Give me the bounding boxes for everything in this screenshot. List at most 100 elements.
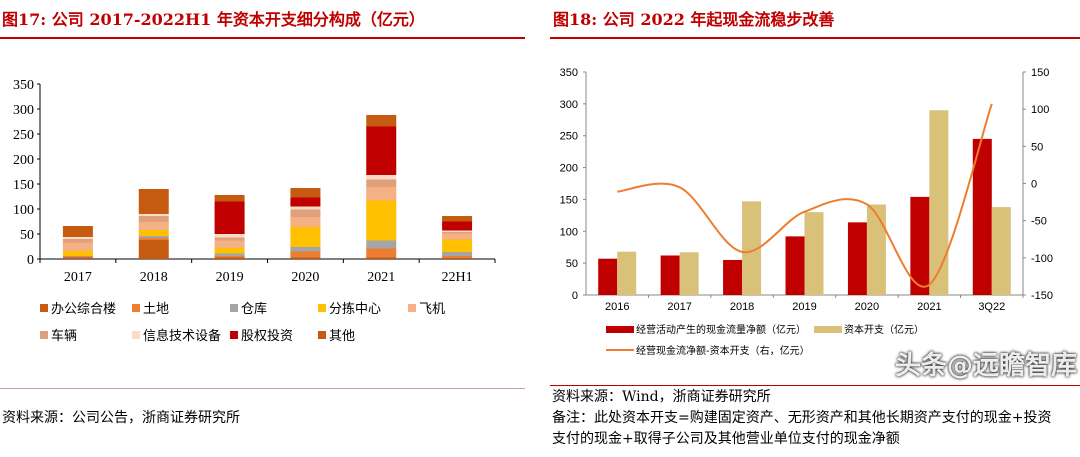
left-bar-segment	[366, 200, 397, 241]
right-y2-tick-label: 100	[1031, 104, 1049, 116]
left-y-tick-label: 50	[20, 228, 34, 243]
right-x-tick-label: 3Q22	[978, 301, 1005, 313]
left-bar-segment	[442, 232, 473, 234]
left-bar-segment	[62, 239, 93, 243]
left-bar-segment	[214, 256, 245, 258]
right-x-tick-label: 2019	[792, 301, 816, 313]
right-bar	[723, 259, 743, 295]
left-bar-segment	[290, 251, 321, 258]
left-y-tick-label: 300	[13, 103, 34, 118]
right-bar	[742, 201, 762, 295]
right-y-tick-label: 250	[560, 131, 578, 143]
right-x-tick-label: 2018	[730, 301, 754, 313]
left-bar-segment	[366, 126, 397, 175]
left-bar-segment	[138, 240, 169, 259]
left-legend-label: 仓库	[241, 301, 267, 317]
left-bar-segment	[366, 248, 397, 258]
left-bar-segment	[214, 195, 245, 202]
right-note: 备注：此处资本开支=购建固定资产、无形资产和其他长期资产支付的现金+投资支付的现…	[552, 410, 1052, 447]
left-bar-segment	[290, 227, 321, 247]
left-bar-segment	[290, 206, 321, 210]
left-legend-swatch	[318, 304, 326, 312]
left-bar-segment	[290, 197, 321, 207]
right-y-tick-label: 50	[566, 258, 578, 270]
left-bar-segment	[442, 239, 473, 252]
left-y-tick-label: 100	[13, 203, 34, 218]
right-y-tick-label: 200	[560, 163, 578, 175]
left-bar-segment	[214, 253, 245, 256]
left-bar-segment	[62, 226, 93, 237]
left-bar-segment	[62, 256, 93, 257]
left-bar-segment	[214, 201, 245, 234]
left-legend-label: 其他	[329, 329, 355, 344]
left-bar-segment	[138, 214, 169, 216]
left-legend-label: 车辆	[51, 328, 77, 344]
right-x-tick-label: 2020	[855, 301, 879, 313]
left-bar-segment	[138, 236, 169, 238]
left-bar-segment	[138, 238, 169, 240]
left-x-tick-label: 2018	[140, 270, 168, 285]
right-source: 资料来源：Wind，浙商证券研究所	[552, 389, 771, 405]
left-x-tick-label: 2021	[367, 270, 395, 285]
left-bar-segment	[290, 188, 321, 198]
watermark: 头条@远瞻智库	[895, 351, 1078, 381]
left-legend-label: 飞机	[419, 302, 445, 317]
left-legend-swatch	[408, 304, 416, 312]
right-x-tick-label: 2016	[605, 301, 629, 313]
left-bar-segment	[366, 115, 397, 127]
right-bar	[929, 110, 949, 295]
right-y2-tick-label: -100	[1031, 253, 1053, 265]
right-bar	[598, 258, 618, 295]
right-bottom-rule	[550, 385, 1080, 386]
left-y-tick-label: 200	[13, 153, 34, 168]
right-bar	[660, 255, 680, 295]
left-bar-segment	[138, 189, 169, 214]
left-x-tick-label: 2020	[291, 270, 319, 285]
left-bar-segment	[290, 217, 321, 227]
left-bar-segment	[138, 222, 169, 230]
left-bar-segment	[214, 237, 245, 241]
right-bar	[617, 251, 637, 295]
left-bar-segment	[290, 257, 321, 259]
left-legend-swatch	[40, 304, 48, 312]
right-bar	[910, 196, 930, 295]
left-bar-segment	[366, 175, 397, 180]
right-bar	[972, 138, 992, 295]
left-y-tick-label: 250	[13, 128, 34, 143]
left-legend-swatch	[230, 304, 238, 312]
left-bar-segment	[62, 256, 93, 258]
left-legend-label: 办公综合楼	[51, 302, 116, 317]
left-legend-label: 土地	[143, 302, 169, 317]
right-y-tick-label: 150	[560, 194, 578, 206]
left-bar-segment	[214, 248, 245, 254]
right-chart-title: 图18: 公司 2022 年起现金流稳步改善	[553, 10, 835, 29]
right-y-tick-label: 300	[560, 99, 578, 111]
left-bar-segment	[214, 257, 245, 259]
left-bar-segment	[62, 237, 93, 239]
right-y2-tick-label: -50	[1031, 216, 1047, 228]
right-bar	[991, 207, 1011, 295]
left-bar-segment	[138, 216, 169, 222]
left-legend-swatch	[40, 331, 48, 339]
left-legend-swatch	[318, 331, 326, 339]
right-bar	[866, 204, 886, 295]
left-legend-swatch	[132, 304, 140, 312]
left-y-tick-label: 0	[27, 253, 34, 268]
left-y-tick-label: 350	[13, 78, 34, 93]
left-bar-segment	[366, 187, 397, 201]
left-bar-segment	[214, 240, 245, 248]
right-x-tick-label: 2021	[917, 301, 941, 313]
right-legend-label: 资本开支（亿元）	[844, 323, 924, 336]
left-bar-segment	[290, 209, 321, 217]
left-x-tick-label: 2019	[216, 270, 244, 285]
left-bar-segment	[62, 242, 93, 251]
left-bar-segment	[442, 230, 473, 232]
right-bar	[847, 222, 867, 295]
left-bar-segment	[290, 247, 321, 252]
left-legend-label: 信息技术设备	[143, 328, 221, 344]
left-x-tick-label: 2017	[64, 270, 92, 285]
right-y2-tick-label: 50	[1031, 141, 1043, 153]
left-legend-label: 分拣中心	[329, 302, 381, 317]
right-legend-label: 经营现金流净额-资本开支（右，亿元）	[636, 344, 810, 357]
right-bar	[679, 252, 699, 295]
